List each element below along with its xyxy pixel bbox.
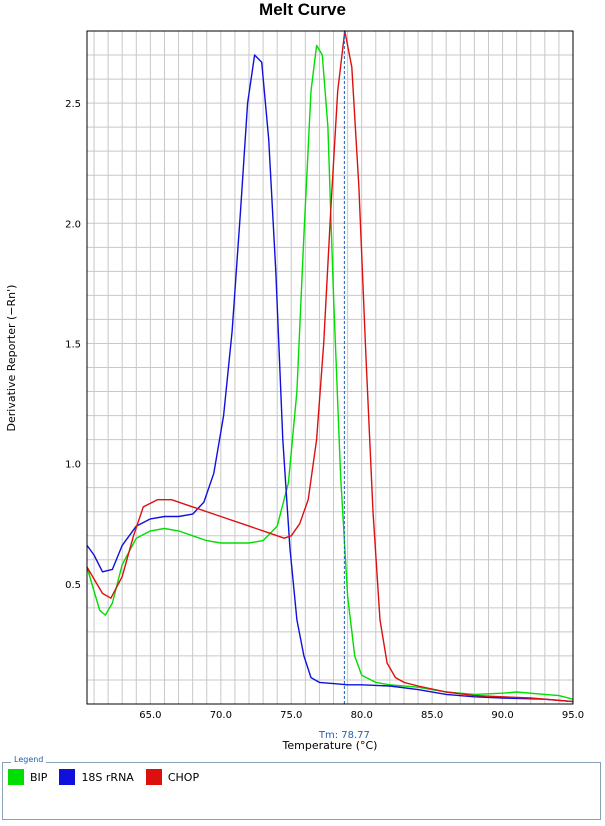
melt-curve-plot: 65.0 70.0 75.0 80.0 85.0 90.0 95.0 0.5 1.0 1.5 2.… — [5, 30, 584, 752]
y-tick-label: 0.5 — [65, 580, 81, 591]
legend-entry-18s-rrna[interactable]: 18S rRNA — [59, 769, 134, 785]
x-axis-label: Temperature (°C) — [282, 739, 378, 752]
legend: Legend BIP 18S rRNA CHOP — [2, 755, 601, 820]
chart-title: Melt Curve — [259, 0, 346, 19]
y-tick-label: 2.0 — [65, 219, 81, 230]
legend-entry-chop[interactable]: CHOP — [145, 769, 200, 785]
legend-entry-bip[interactable]: BIP — [8, 769, 47, 785]
legend-label-chop: CHOP — [167, 770, 200, 784]
y-tick-labels: 0.5 1.0 1.5 2.0 2.5 — [65, 99, 81, 591]
x-tick-label: 65.0 — [139, 710, 161, 721]
x-tick-label: 70.0 — [210, 710, 232, 721]
legend-label-18s-rrna: 18S rRNA — [81, 770, 134, 784]
legend-swatch-18s-rrna — [59, 769, 76, 785]
x-tick-label: 80.0 — [351, 710, 373, 721]
series-line-18s-rrna — [86, 54, 574, 703]
legend-label-bip: BIP — [30, 770, 48, 784]
x-tick-labels: 65.0 70.0 75.0 80.0 85.0 90.0 95.0 — [139, 710, 584, 721]
tm-label: Tm: 78.77 — [318, 730, 370, 741]
y-axis-label: Derivative Reporter (−Rn') — [5, 285, 18, 432]
y-tick-label: 1.5 — [65, 339, 81, 350]
legend-entries: BIP 18S rRNA CHOP — [8, 769, 199, 785]
series-line-chop — [86, 30, 574, 703]
x-tick-label: 95.0 — [562, 710, 584, 721]
legend-swatch-bip — [8, 769, 24, 785]
x-tick-label: 75.0 — [280, 710, 302, 721]
legend-title: Legend — [11, 755, 47, 764]
x-tick-label: 85.0 — [421, 710, 443, 721]
y-tick-label: 1.0 — [65, 460, 81, 471]
series-layer — [86, 30, 574, 703]
plot-frame — [86, 30, 574, 705]
legend-swatch-chop — [145, 769, 162, 785]
y-tick-label: 2.5 — [65, 99, 81, 110]
x-tick-label: 90.0 — [491, 710, 513, 721]
